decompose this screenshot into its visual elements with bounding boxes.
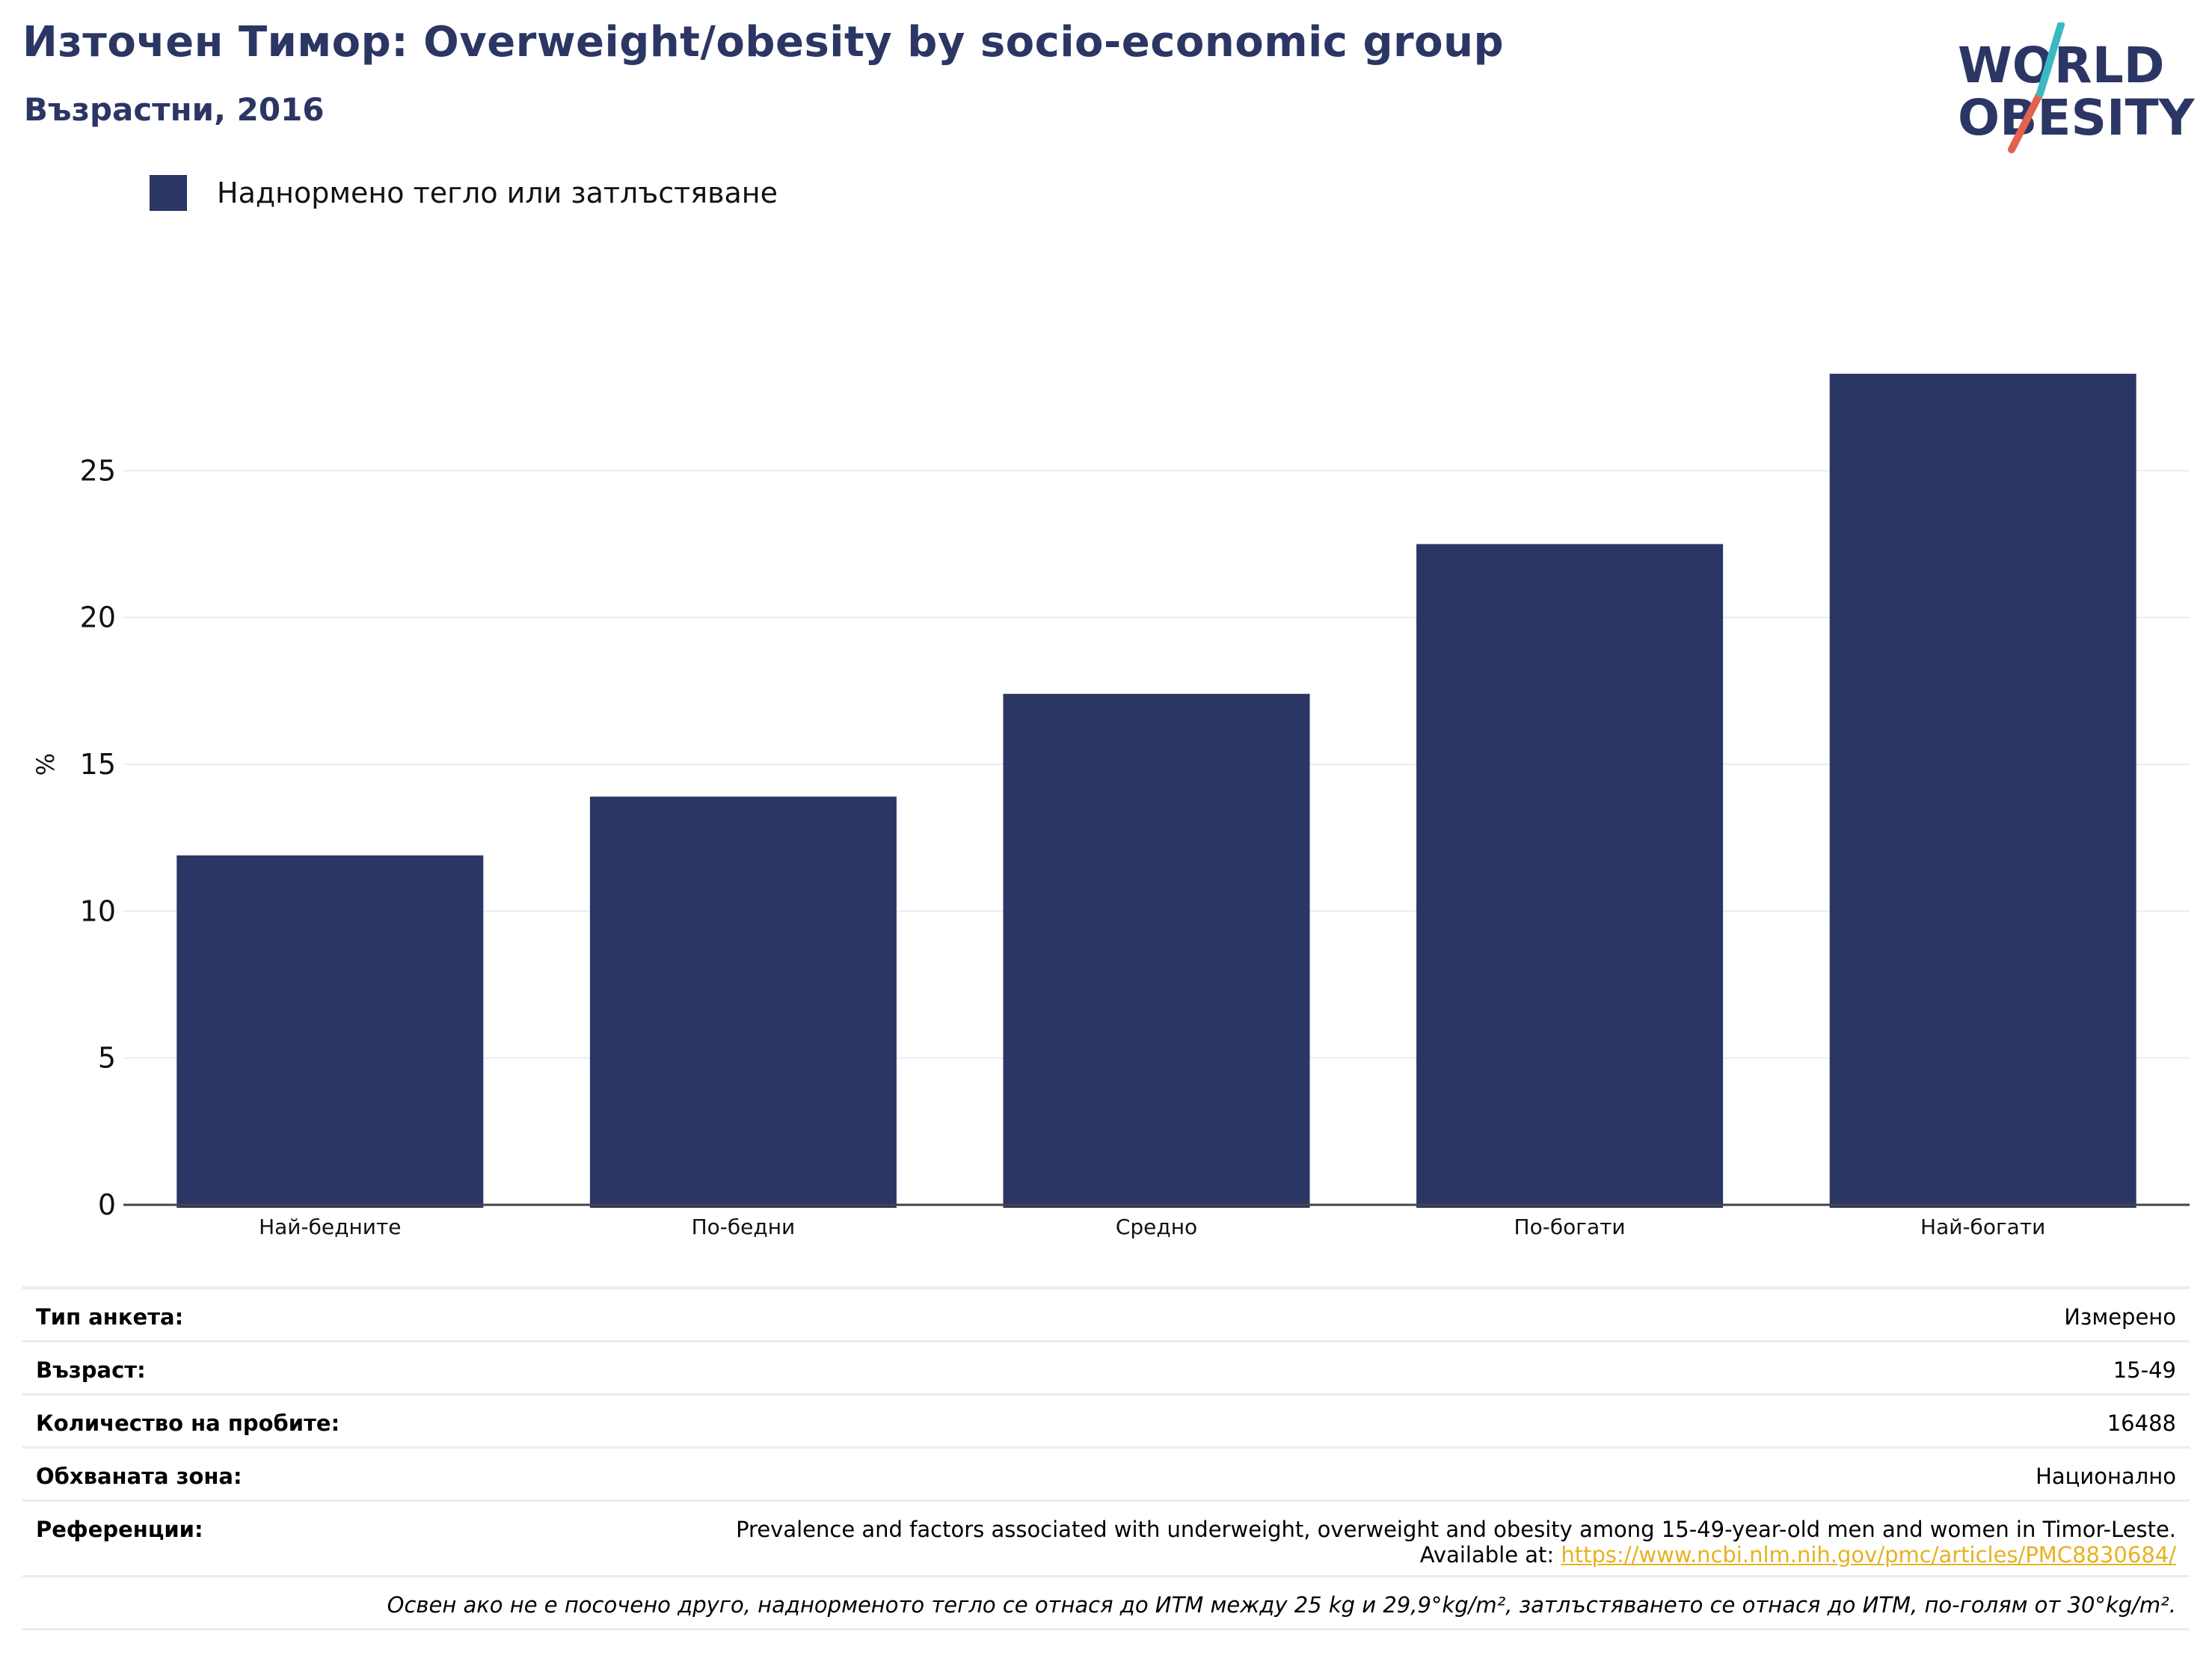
x-tick-label: Най-бедните xyxy=(259,1215,401,1239)
y-tick-label: 10 xyxy=(80,894,116,927)
x-tick-label: По-богати xyxy=(1514,1215,1626,1239)
bar xyxy=(1829,373,2136,1209)
chart-title: Източен Тимор: Overweight/obesity by soc… xyxy=(22,18,1505,67)
bar-chart: 0 5 10 15 20 25% Най-бедните По-бедни Средно По-б… xyxy=(31,373,2190,1239)
legend-swatch xyxy=(150,175,187,211)
bar xyxy=(1003,693,1310,1208)
reference-availability: Available at: https://www.ncbi.nlm.nih.g… xyxy=(736,1542,2176,1568)
bar xyxy=(176,855,484,1208)
bar xyxy=(589,796,897,1208)
age-row: Възраст: 15-49 xyxy=(22,1340,2190,1393)
reference-text: Prevalence and factors associated with u… xyxy=(736,1517,2176,1542)
y-tick-label: 5 xyxy=(98,1042,116,1075)
references-value: Prevalence and factors associated with u… xyxy=(736,1517,2176,1568)
survey-type-label: Тип анкета: xyxy=(36,1304,184,1330)
world-obesity-logo: WORLD OBESITY xyxy=(1958,22,2196,153)
coverage-value: Национално xyxy=(2036,1464,2176,1489)
y-tick-label: 0 xyxy=(98,1188,116,1221)
legend: Наднормено тегло или затлъстяване xyxy=(150,174,778,212)
x-tick-label: По-бедни xyxy=(692,1215,796,1239)
legend-label: Наднормено тегло или затлъстяване xyxy=(217,176,778,209)
sample-size-row: Количество на пробите: 16488 xyxy=(22,1393,2190,1446)
references-row: Референции: Prevalence and factors assoc… xyxy=(22,1499,2190,1575)
chart-subtitle: Възрастни, 2016 xyxy=(24,91,325,128)
x-tick-label: Средно xyxy=(1116,1215,1197,1239)
bar xyxy=(1416,544,1724,1208)
coverage-row: Обхваната зона: Национално xyxy=(22,1446,2190,1499)
definition-note-row: Освен ако не е посочено друго, наднормен… xyxy=(22,1575,2190,1630)
references-label: Референции: xyxy=(36,1517,203,1542)
sample-size-value: 16488 xyxy=(2107,1410,2176,1436)
logo-line1: WORLD xyxy=(1958,37,2165,94)
definition-note: Освен ако не е посочено друго, наднормен… xyxy=(387,1592,2176,1618)
survey-info-table: Тип анкета: Измерено Възраст: 15-49 Коли… xyxy=(22,1286,2190,1630)
x-tick-label: Най-богати xyxy=(1920,1215,2045,1239)
sample-size-label: Количество на пробите: xyxy=(36,1410,340,1436)
y-axis-label: % xyxy=(31,753,60,776)
survey-type-row: Тип анкета: Измерено xyxy=(22,1286,2190,1340)
logo-slash-red xyxy=(2008,90,2044,153)
y-tick-label: 15 xyxy=(80,748,116,781)
survey-type-value: Измерено xyxy=(2064,1304,2176,1330)
coverage-label: Обхваната зона: xyxy=(36,1464,242,1489)
logo-line2: OBESITY xyxy=(1958,89,2196,147)
logo-slash-teal xyxy=(2036,22,2065,97)
y-tick-label: 20 xyxy=(80,601,116,634)
age-label: Възраст: xyxy=(36,1357,146,1383)
reference-link[interactable]: https://www.ncbi.nlm.nih.gov/pmc/article… xyxy=(1561,1542,2176,1568)
y-tick-label: 25 xyxy=(80,454,116,487)
reference-available-prefix: Available at: xyxy=(1419,1542,1561,1568)
age-value: 15-49 xyxy=(2113,1357,2176,1383)
